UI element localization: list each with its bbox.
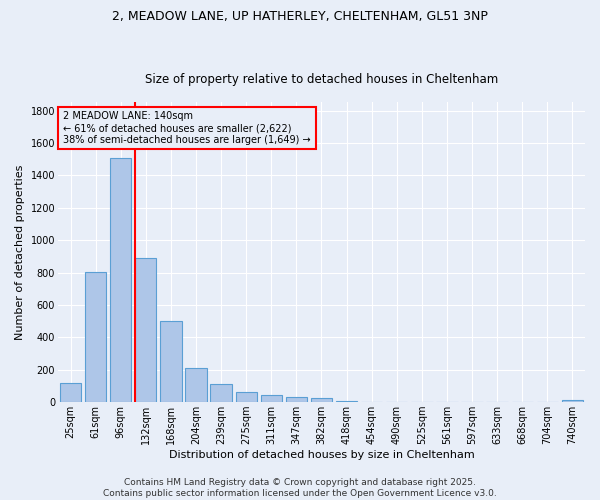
Bar	[260, 395, 282, 402]
Bar	[286, 397, 307, 402]
Bar	[110, 158, 131, 402]
Bar	[135, 258, 157, 402]
Y-axis label: Number of detached properties: Number of detached properties	[15, 164, 25, 340]
Title: Size of property relative to detached houses in Cheltenham: Size of property relative to detached ho…	[145, 73, 498, 86]
Bar	[211, 384, 232, 402]
Bar	[85, 272, 106, 402]
Text: 2, MEADOW LANE, UP HATHERLEY, CHELTENHAM, GL51 3NP: 2, MEADOW LANE, UP HATHERLEY, CHELTENHAM…	[112, 10, 488, 23]
Bar	[311, 398, 332, 402]
Bar	[336, 400, 357, 402]
Bar	[160, 321, 182, 402]
Bar	[60, 382, 81, 402]
Text: 2 MEADOW LANE: 140sqm
← 61% of detached houses are smaller (2,622)
38% of semi-d: 2 MEADOW LANE: 140sqm ← 61% of detached …	[63, 112, 311, 144]
Text: Contains HM Land Registry data © Crown copyright and database right 2025.
Contai: Contains HM Land Registry data © Crown c…	[103, 478, 497, 498]
X-axis label: Distribution of detached houses by size in Cheltenham: Distribution of detached houses by size …	[169, 450, 475, 460]
Bar	[185, 368, 206, 402]
Bar	[562, 400, 583, 402]
Bar	[236, 392, 257, 402]
